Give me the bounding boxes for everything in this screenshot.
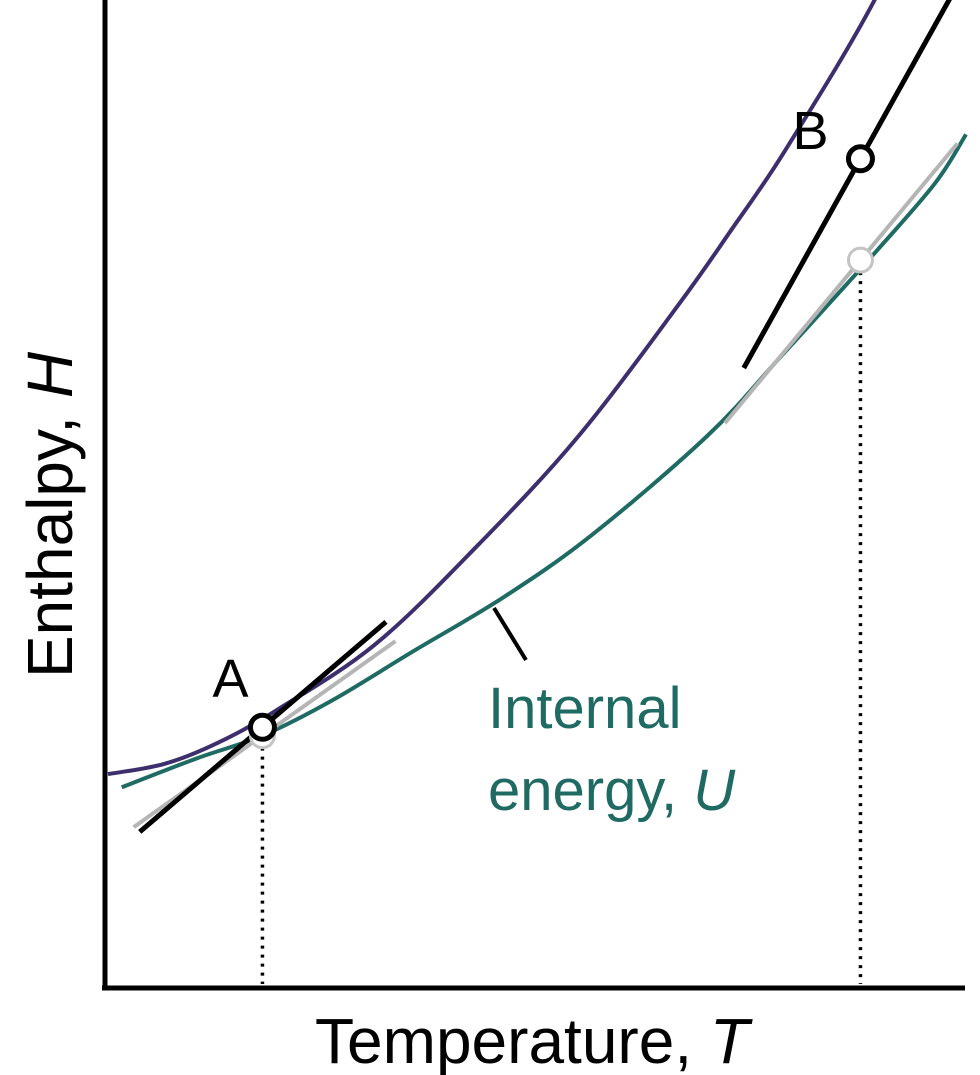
point-b-label: B [792,101,828,161]
marker-h-b [845,144,875,174]
marker-layer [247,144,875,750]
internal-energy-label-line-2: energy, [488,758,693,823]
internal-energy-label-line-1: Internal [488,676,681,741]
point-a-label: A [212,649,248,709]
dropline-layer [260,272,863,984]
marker-u-b [846,246,874,274]
tangent-line-u-at-b [723,142,959,425]
internal-energy-leader-line [492,606,528,662]
tangent-line-h-at-b [741,0,952,370]
y-axis-label: Enthalpy, H [14,351,86,678]
y-axis-symbol: H [14,351,86,398]
x-axis-label: Temperature, T [315,1005,753,1075]
x-axis-symbol: T [710,1005,753,1075]
internal-energy-symbol: U [693,758,736,823]
internal-energy-label: Internal energy, U [488,676,736,823]
marker-h-a [247,712,277,742]
enthalpy-curve [107,0,877,777]
